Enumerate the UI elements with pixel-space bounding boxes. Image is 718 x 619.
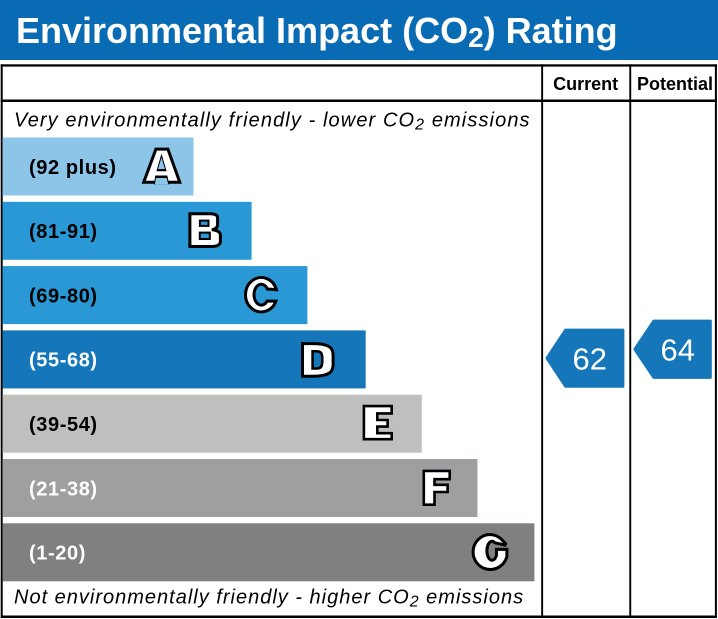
- svg-text:(92 plus): (92 plus): [29, 157, 117, 179]
- svg-text:Very environmentally friendly: Very environmentally friendly - lower CO…: [14, 110, 531, 134]
- svg-text:(39-54): (39-54): [29, 414, 98, 436]
- svg-text:Environmental Impact (CO2) Rat: Environmental Impact (CO2) Rating: [16, 10, 618, 53]
- svg-text:(1-20): (1-20): [29, 543, 86, 565]
- svg-text:(69-80): (69-80): [29, 285, 98, 307]
- svg-text:Not environmentally friendly -: Not environmentally friendly - higher CO…: [14, 586, 524, 610]
- svg-text:62: 62: [573, 342, 607, 377]
- svg-text:Current: Current: [553, 74, 618, 94]
- svg-text:Potential: Potential: [637, 74, 713, 94]
- svg-text:(21-38): (21-38): [29, 478, 98, 500]
- svg-text:64: 64: [661, 333, 695, 368]
- svg-text:(55-68): (55-68): [29, 350, 98, 372]
- svg-text:(81-91): (81-91): [29, 221, 98, 243]
